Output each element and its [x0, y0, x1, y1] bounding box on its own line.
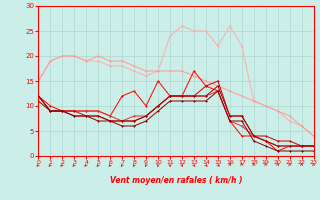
X-axis label: Vent moyen/en rafales ( km/h ): Vent moyen/en rafales ( km/h )	[110, 176, 242, 185]
